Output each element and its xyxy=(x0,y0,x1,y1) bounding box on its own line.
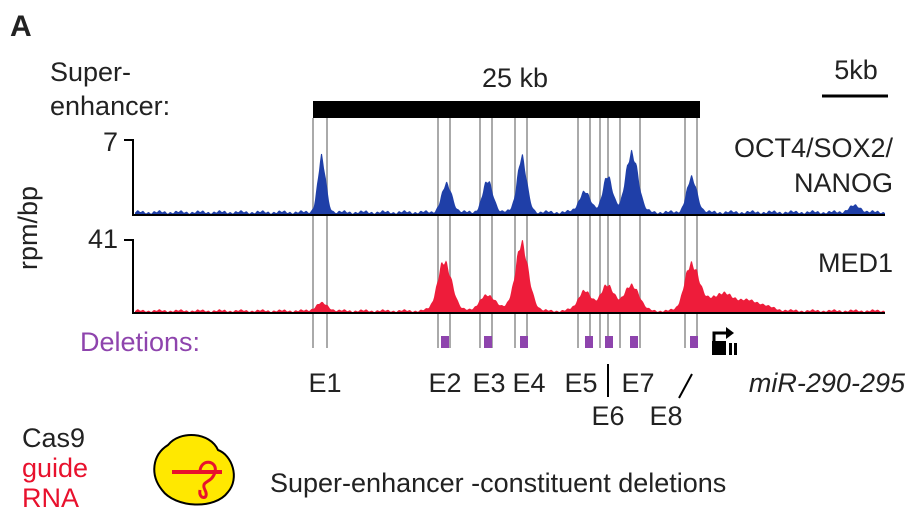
span-label: 25 kb xyxy=(482,63,548,93)
deletion-mark xyxy=(441,336,449,348)
gene-label: miR-290-295 xyxy=(749,368,906,398)
leader-line xyxy=(678,373,693,399)
y-tick-label: 41 xyxy=(88,224,118,254)
signal-track xyxy=(135,240,885,313)
cas9-icon xyxy=(153,433,235,506)
super-enhancer-label: Super- xyxy=(50,57,131,87)
tracks xyxy=(124,139,885,314)
deletions-label: Deletions: xyxy=(80,327,200,357)
constituent-label: E4 xyxy=(512,368,545,398)
constituent-label: E6 xyxy=(591,401,624,431)
constituent-label: E5 xyxy=(564,368,597,398)
track-axis xyxy=(124,239,885,314)
constituent-label: E3 xyxy=(472,368,505,398)
track-name: OCT4/SOX2/ xyxy=(734,133,894,163)
deletion-mark xyxy=(690,336,698,348)
panel-label: A xyxy=(10,10,32,43)
deletion-mark xyxy=(605,336,613,348)
signal-track xyxy=(135,149,885,215)
scale-label: 5kb xyxy=(834,55,878,85)
track-name: NANOG xyxy=(794,168,893,198)
constituent-label: E8 xyxy=(649,401,682,431)
guide-rna-label: guide xyxy=(22,453,88,483)
gene-icon xyxy=(712,327,737,355)
deletion-mark xyxy=(630,336,638,348)
y-axis-label: rpm/bp xyxy=(13,186,43,270)
super-enhancer-bar xyxy=(313,101,700,118)
cas9-label: Cas9 xyxy=(22,423,85,453)
deletion-mark xyxy=(484,336,492,348)
y-tick-label: 7 xyxy=(103,127,118,157)
track-axis xyxy=(124,139,885,216)
track-name: MED1 xyxy=(818,248,893,278)
caption: Super-enhancer -constituent deletions xyxy=(270,468,726,498)
super-enhancer-label: enhancer: xyxy=(50,91,170,121)
constituent-label: E2 xyxy=(428,368,461,398)
constituent-label: E7 xyxy=(621,368,654,398)
deletion-mark xyxy=(520,336,528,348)
guide-rna-label: RNA xyxy=(22,483,79,513)
constituent-label: E1 xyxy=(308,368,341,398)
deletion-mark xyxy=(585,336,593,348)
